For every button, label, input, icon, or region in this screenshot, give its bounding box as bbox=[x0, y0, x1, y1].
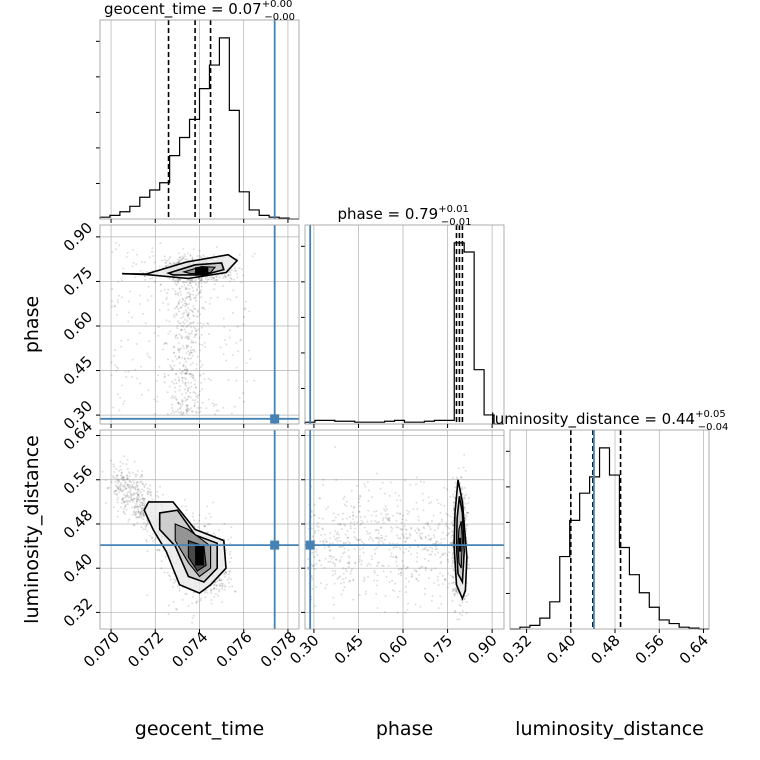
phase-xaxis-label: phase bbox=[376, 718, 433, 740]
geocent_time-xtick-label: 0.076 bbox=[213, 628, 256, 671]
geocent_time-xtick-label: 0.072 bbox=[124, 628, 167, 671]
luminosity_distance-ytick-label: 0.56 bbox=[60, 462, 96, 498]
grid-2-1 bbox=[305, 430, 504, 629]
luminosity_distance-xtick-label: 0.40 bbox=[543, 631, 579, 667]
luminosity_distance-xtick-label: 0.48 bbox=[587, 631, 623, 667]
luminosity_distance-ytick-label: 0.40 bbox=[60, 550, 96, 586]
luminosity_distance-yaxis-label: luminosity_distance bbox=[21, 435, 43, 624]
samples-2-1 bbox=[307, 446, 471, 621]
grid-1-0 bbox=[100, 225, 299, 424]
phase-yaxis-label: phase bbox=[21, 296, 43, 353]
luminosity_distance-xtick-label: 0.64 bbox=[676, 631, 712, 667]
grid-1-1 bbox=[313, 225, 493, 424]
geocent_time-histogram bbox=[99, 37, 299, 220]
luminosity_distance-title: luminosity_distance = 0.44+0.05 −0.04 bbox=[491, 409, 729, 433]
phase-xtick-label: 0.75 bbox=[420, 631, 456, 667]
phase-ytick-label: 0.60 bbox=[60, 308, 96, 344]
phase-xtick-label: 0.90 bbox=[464, 631, 500, 667]
true-value-marker-2-1 bbox=[305, 540, 315, 550]
phase-ytick-label: 0.90 bbox=[60, 219, 96, 255]
grid-2-2 bbox=[526, 430, 704, 629]
grid-2-0 bbox=[100, 430, 299, 629]
phase-title: phase = 0.79+0.01 −0.01 bbox=[337, 204, 471, 228]
true-value-marker-1-0 bbox=[270, 414, 280, 424]
panel-frame-2-1 bbox=[304, 429, 505, 630]
luminosity_distance-xtick-label: 0.56 bbox=[632, 631, 668, 667]
true-value-marker-2-0 bbox=[270, 540, 280, 550]
phase-ytick-label: 0.75 bbox=[60, 263, 96, 299]
geocent_time-title: geocent_time = 0.07+0.00 −0.00 bbox=[104, 0, 295, 23]
luminosity_distance-xtick-label: 0.32 bbox=[499, 631, 535, 667]
phase-hist-frame bbox=[304, 224, 505, 425]
geocent_time-xaxis-label: geocent_time bbox=[135, 718, 264, 740]
phase-xtick-label: 0.45 bbox=[331, 631, 367, 667]
density-peak-1-0 bbox=[195, 267, 209, 275]
luminosity_distance-xaxis-label: luminosity_distance bbox=[515, 718, 704, 740]
luminosity_distance-ytick-label: 0.32 bbox=[60, 594, 96, 630]
phase-xtick-label: 0.60 bbox=[375, 631, 411, 667]
geocent_time-xtick-label: 0.070 bbox=[80, 628, 123, 671]
luminosity_distance-ytick-label: 0.48 bbox=[60, 506, 96, 542]
geocent_time-xtick-label: 0.074 bbox=[168, 628, 211, 671]
density-peak-2-0 bbox=[195, 546, 204, 566]
phase-ytick-label: 0.45 bbox=[60, 352, 96, 388]
phase-histogram bbox=[304, 242, 504, 425]
luminosity_distance-histogram bbox=[510, 447, 709, 630]
luminosity_distance-hist-frame bbox=[509, 429, 710, 630]
